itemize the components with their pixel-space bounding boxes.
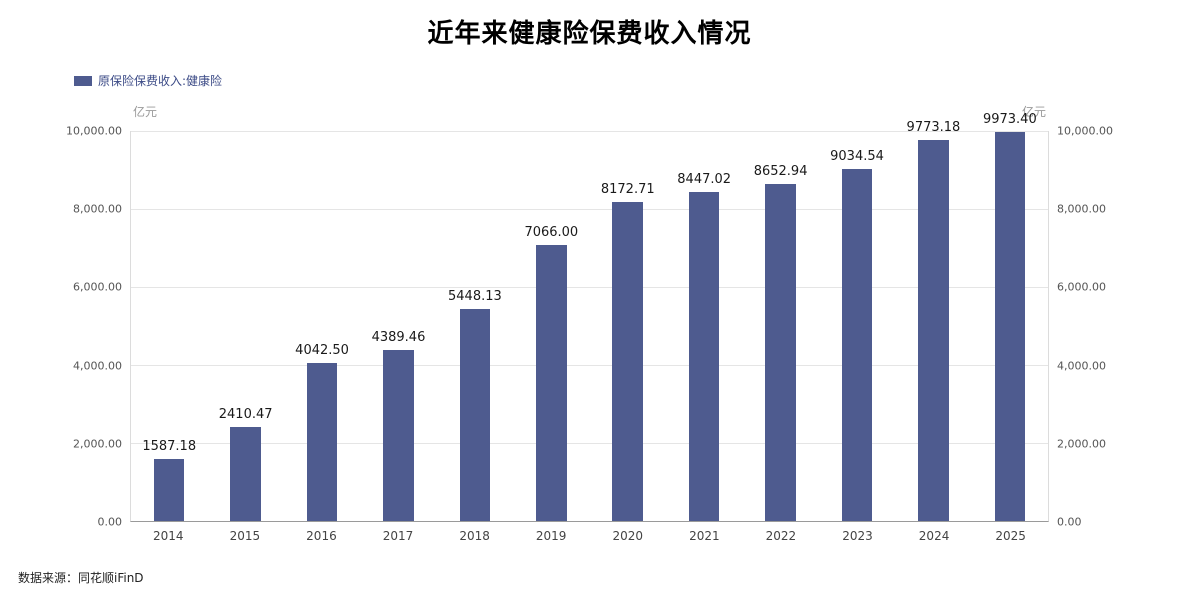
bar-value-label: 7066.00 [524,225,579,241]
bar-group-2016: 4042.50 [284,131,360,521]
x-axis-tick-label: 2025 [995,529,1026,543]
y-axis-tick-label: 2,000.00 [1057,437,1106,451]
bar-group-2019: 7066.00 [513,131,589,521]
bar-group-2024: 9773.18 [895,120,971,521]
x-axis-spacer-right [1049,522,1161,543]
x-axis-tick-label: 2014 [153,529,184,543]
bar-value-label: 4042.50 [295,343,349,359]
bar [765,183,796,521]
bar [536,245,567,521]
bar-value-label: 1587.18 [142,439,197,455]
bar [841,168,873,521]
bar-group-2022: 8652.94 [742,131,818,521]
x-axis-tick-label: 2015 [229,529,261,543]
y-axis-tick-label: 10,000.00 [66,124,122,138]
bar [383,349,414,521]
y-axis-tick-label: 8,000.00 [1057,202,1106,216]
bar-group-2018: 5448.13 [437,131,513,521]
legend-label: 原保险保费收入:健康险 [98,74,223,88]
gridline [131,365,1048,366]
bar [230,427,261,521]
y-axis-tick-label: 0.00 [1057,515,1082,529]
bar-value-label: 2410.47 [218,407,273,422]
y-axis-tick-label: 10,000.00 [1057,124,1113,138]
x-axis-tick-label: 2016 [306,529,337,543]
y-axis-tick-label: 4,000.00 [73,359,122,373]
legend-swatch-icon [74,75,92,86]
x-axis-labels: 2014 2015 2016 2017 2018 2019 2020 2021 2022 2023… [130,522,1049,543]
bar-value-label: 9973.40 [982,112,1037,128]
chart-title: 近年来健康险保费收入情况 [427,19,752,49]
bar-group-2023: 9034.54 [819,131,895,521]
bar-value-label: 8172.71 [600,182,655,198]
y-axis-left: 0.00 2,000.00 4,000.00 6,000.00 8,000.00 10,0… [18,125,130,529]
legend: 原保险保费收入:健康险 [74,72,222,89]
bar [153,459,185,521]
bar [994,132,1026,521]
y-axis-tick-label: 0.00 [97,515,123,529]
bar-value-label: 8652.94 [753,163,808,179]
x-axis-tick-label: 2018 [459,529,490,543]
bar-group-2025: 9973.40 [972,112,1048,521]
bars-layer: 1587.18 2410.47 4042.50 4389.46 5448.13 7066.… [131,112,1048,521]
y-axis-right: 0.00 2,000.00 4,000.00 6,000.00 8,000.00 10,0… [1049,125,1161,529]
bar [918,139,949,521]
x-axis-spacer-left [18,522,130,543]
gridline [131,443,1048,444]
plot: 亿元 亿元 1587.18 2410.47 4042.50 4389.46 5448.1… [130,105,1049,522]
bar [459,308,491,521]
gridline [131,209,1048,210]
bar-value-label: 9034.54 [830,148,884,164]
bar-value-label: 8447.02 [677,171,732,187]
x-axis-tick-label: 2021 [689,529,720,543]
bar-value-label: 4389.46 [371,329,426,345]
x-axis-tick-label: 2022 [765,529,797,543]
bar-group-2015: 2410.47 [207,131,283,521]
gridline [131,131,1048,132]
chart-area: 0.00 2,000.00 4,000.00 6,000.00 8,000.00 10,0… [18,105,1161,529]
bar-value-label: 5448.13 [448,288,502,304]
y-axis-tick-label: 6,000.00 [1057,280,1106,294]
bar-value-label: 9773.18 [906,119,961,135]
bar-group-2021: 8447.02 [666,131,742,521]
gridline [131,287,1048,288]
bar-group-2020: 8172.71 [590,131,666,521]
x-axis-tick-label: 2017 [382,529,414,543]
y-axis-tick-label: 8,000.00 [73,202,122,216]
bar-group-2014: 1587.18 [131,131,207,521]
x-axis: 2014 2015 2016 2017 2018 2019 2020 2021 2022 2023… [18,522,1161,543]
y-axis-tick-label: 2,000.00 [73,437,122,451]
x-axis-tick-label: 2023 [842,529,873,543]
y-axis-unit-left: 亿元 [133,105,158,119]
bar [612,202,644,521]
x-axis-tick-label: 2024 [918,529,950,543]
x-axis-tick-label: 2019 [535,529,567,543]
y-axis-tick-label: 6,000.00 [73,280,122,294]
bar-group-2017: 4389.46 [360,131,436,521]
data-source-note: 数据来源：同花顺iFinD [18,571,144,585]
y-axis-tick-label: 4,000.00 [1057,359,1106,373]
bar [688,191,720,521]
bar [306,363,338,521]
y-axis-unit-right: 亿元 [1021,105,1046,119]
x-axis-tick-label: 2020 [612,529,644,543]
